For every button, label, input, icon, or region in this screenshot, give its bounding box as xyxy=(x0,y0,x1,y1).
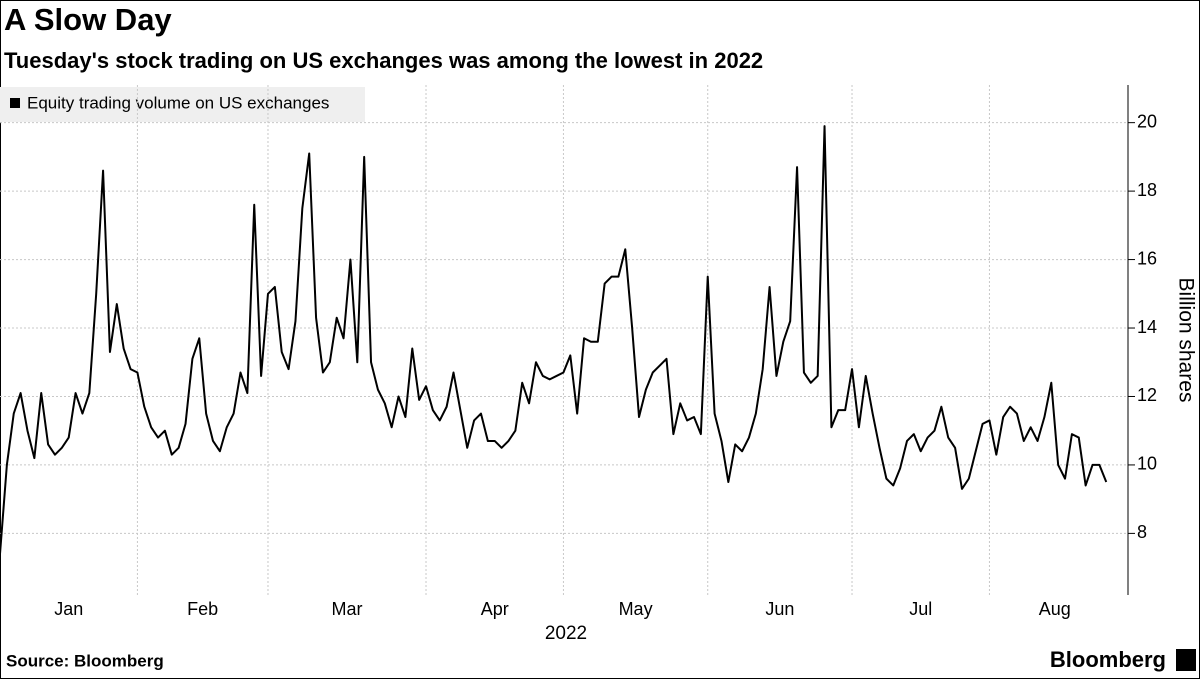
chart-title: A Slow Day xyxy=(4,2,172,37)
x-tick-label: Jul xyxy=(909,599,932,619)
source: Source: Bloomberg xyxy=(6,651,164,670)
y-tick-label: 14 xyxy=(1137,317,1157,337)
y-tick-label: 12 xyxy=(1137,385,1157,405)
x-tick-label: Jan xyxy=(54,599,83,619)
legend-box xyxy=(0,87,365,122)
x-tick-label: Apr xyxy=(481,599,509,619)
y-tick-label: 10 xyxy=(1137,454,1157,474)
x-axis-title: 2022 xyxy=(545,623,587,644)
brand: Bloomberg xyxy=(1050,647,1166,672)
x-tick-label: May xyxy=(619,599,653,619)
x-tick-label: Aug xyxy=(1039,599,1071,619)
line xyxy=(0,125,1108,555)
plot-area: 8 10 12 14 16 18 20 Jan Feb Mar Apr May Jun Jul Aug xyxy=(0,85,1157,619)
y-axis-title: Billion shares xyxy=(1174,278,1197,403)
y-tick-label: 16 xyxy=(1137,248,1157,268)
x-tick-label: Jun xyxy=(765,599,794,619)
x-tick-label: Mar xyxy=(331,599,362,619)
x-tick-label: Feb xyxy=(187,599,218,619)
y-tick-label: 18 xyxy=(1137,180,1157,200)
chart-subtitle: Tuesday's stock trading on US exchanges … xyxy=(4,48,763,73)
y-tick-label: 20 xyxy=(1137,111,1157,131)
brand-icon xyxy=(1176,649,1196,671)
y-tick-label: 8 xyxy=(1137,522,1147,542)
legend-label: Equity trading volume on US exchanges xyxy=(27,93,329,112)
legend-swatch xyxy=(10,98,20,108)
